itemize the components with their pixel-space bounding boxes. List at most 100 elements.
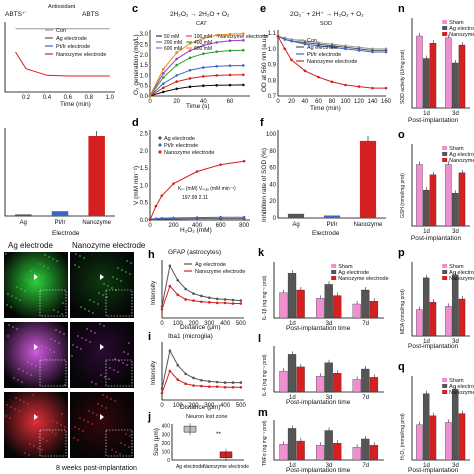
j-ytick-0: 0 [167, 458, 170, 464]
i-series-1-point [176, 378, 180, 382]
e-series-3-point [384, 86, 388, 90]
k-bar-0-2 [296, 289, 305, 319]
g-cell-0-1-17 [107, 285, 109, 287]
g-cell-0-1-25 [103, 283, 105, 285]
g-cell-2-0-3 [18, 410, 20, 412]
l-group-label-2: 7d [362, 395, 369, 401]
g-cell-0-0-15 [20, 288, 22, 290]
c-series-5-point [228, 32, 232, 36]
g-inset-box-1-0 [39, 359, 67, 387]
l-bar-2-2 [369, 377, 379, 393]
m-bar-2-0 [352, 447, 361, 461]
e-series-0-line [277, 35, 386, 50]
g-cell-2-0-8 [23, 401, 25, 403]
g-cell-0-1-14 [116, 278, 118, 280]
c-series-0-point [215, 83, 218, 87]
g-cell-0-1-21 [75, 253, 77, 255]
i-series-1-point [160, 391, 164, 395]
d-xtick-3: 600 [216, 223, 227, 229]
g-cell-0-1-4 [106, 296, 108, 298]
g-cell-0-1-23 [89, 299, 91, 301]
d-series-1-point [195, 216, 199, 219]
g-cell-1-1-12 [113, 369, 115, 371]
g-cell-2-1-8 [96, 414, 98, 416]
h-series-0-point [208, 296, 211, 300]
g-cell-0-1-16 [130, 262, 132, 264]
g-cell-1-1-18 [95, 383, 97, 385]
o-bar-1-2 [458, 172, 466, 227]
g-cell-2-0-19 [10, 406, 12, 408]
l-bar-2-1 [361, 368, 370, 393]
k-legend-text-2: Nanozyme electrode [338, 276, 388, 282]
p-legend-text-2: Nanozyme [449, 276, 474, 282]
i-series-0-point [200, 378, 203, 382]
p-legend-swatch-2 [442, 276, 448, 280]
k-bar-1-0 [316, 298, 325, 319]
g-cell-0-1-13 [79, 255, 81, 257]
g-cell-1-0-12 [40, 356, 42, 358]
i-series-0-line [161, 349, 241, 389]
g-cell-1-1-17 [118, 360, 120, 362]
g-cell-0-1-12 [102, 294, 104, 296]
g-cell-0-0-20 [25, 279, 27, 281]
n-legend-text-2: Nanozyme [449, 32, 474, 38]
n-legend-swatch-1 [442, 26, 448, 30]
g-cell-1-1-0 [89, 341, 91, 343]
n-legend-text-1: Ag electrode [449, 26, 474, 32]
e-legend-text-2: Pt/Ir electrode [307, 52, 341, 58]
c-series-0-point [202, 84, 205, 87]
i-series-0-point [176, 363, 180, 367]
o-bar-0-2 [429, 174, 437, 227]
m-group-label-2: 7d [362, 463, 369, 469]
g-cell-1-1-6 [71, 355, 73, 357]
g-cell-2-1-17 [129, 435, 131, 437]
p-bar-1-1 [451, 274, 459, 337]
g-cell-1-0-25 [41, 345, 43, 347]
o-group-label-0: 1d [423, 229, 430, 235]
h-series-1-point [160, 308, 164, 311]
g-cell-0-0-4 [33, 283, 35, 285]
e-series-2-point [290, 39, 293, 43]
c-legend-right-text-0: 100 mM [194, 34, 212, 40]
g-cell-2-1-5 [105, 407, 107, 409]
g-cell-1-1-2 [103, 325, 105, 327]
g-cell-0-1-5 [83, 257, 85, 259]
i-series-0-point [184, 372, 187, 376]
g-cell-0-1-24 [126, 260, 128, 262]
o-legend-text-0: Sham [449, 146, 464, 152]
i-series-0-point [231, 381, 235, 384]
f-ytick-0: 0 [273, 216, 277, 222]
m-bar-2-1 [361, 438, 370, 461]
l-group-label-0: 1d [289, 395, 296, 401]
g-cell-0-0-16 [57, 311, 59, 313]
c-series-5-line [149, 33, 244, 97]
g-cell-2-0-16 [19, 399, 21, 401]
g-cell-0-0-1 [42, 276, 44, 278]
n-bar-0-2 [429, 43, 437, 109]
b-xtick-1: Pt/Ir [54, 220, 65, 226]
f-xtick-2: Nanozyme [354, 222, 383, 228]
d-series-2-point [154, 204, 158, 208]
g-cell-2-0-13 [28, 454, 30, 456]
g-cell-2-1-19 [83, 419, 85, 421]
g-cell-1-0-20 [36, 354, 38, 356]
g-arrowhead-1-0 [34, 344, 38, 350]
e-legend-text-3: Nanozyme electrode [307, 59, 357, 65]
c-series-3-point [228, 49, 232, 52]
e-series-2-line [277, 35, 386, 53]
d-xtick-4: 800 [239, 223, 250, 229]
g-cell-2-0-1 [64, 426, 66, 428]
c-series-0-line [149, 84, 244, 97]
p-group-label-1: 3d [452, 339, 459, 345]
g-cell-2-1-1 [77, 439, 79, 441]
j-axes [171, 424, 244, 461]
g-cell-1-0-26 [18, 368, 20, 370]
g-cell-2-0-27 [6, 404, 8, 406]
d-xtick-0: 0 [148, 223, 152, 229]
g-cell-1-0-19 [59, 331, 61, 333]
e-xtick-1: 20 [288, 99, 295, 105]
k-bar-0-1 [287, 273, 297, 319]
g-cell-1-1-8 [85, 339, 87, 341]
c-ytick-0: 0.0 [140, 94, 149, 100]
g-cell-0-0-21 [62, 302, 64, 304]
